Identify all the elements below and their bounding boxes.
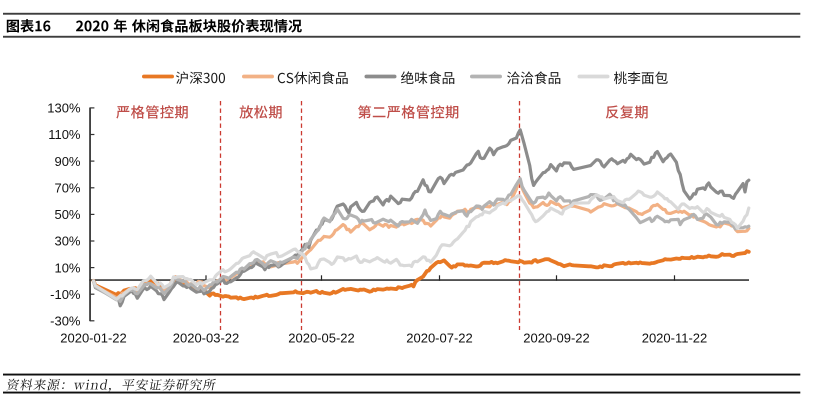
svg-text:2020-05-22: 2020-05-22 [288,330,355,345]
svg-text:-10%: -10% [50,287,81,302]
svg-text:2020-01-22: 2020-01-22 [60,330,127,345]
svg-text:10%: 10% [54,260,80,275]
svg-text:2020-07-22: 2020-07-22 [406,330,473,345]
svg-text:30%: 30% [54,234,80,249]
svg-text:50%: 50% [54,207,80,222]
svg-text:2020-11-22: 2020-11-22 [642,330,708,345]
svg-text:70%: 70% [54,181,80,196]
svg-text:2020-03-22: 2020-03-22 [173,330,240,345]
svg-text:-30%: -30% [50,314,81,329]
svg-text:110%: 110% [48,127,81,142]
svg-text:90%: 90% [54,154,80,169]
svg-text:2020-09-22: 2020-09-22 [523,330,590,345]
svg-text:130%: 130% [47,101,81,116]
